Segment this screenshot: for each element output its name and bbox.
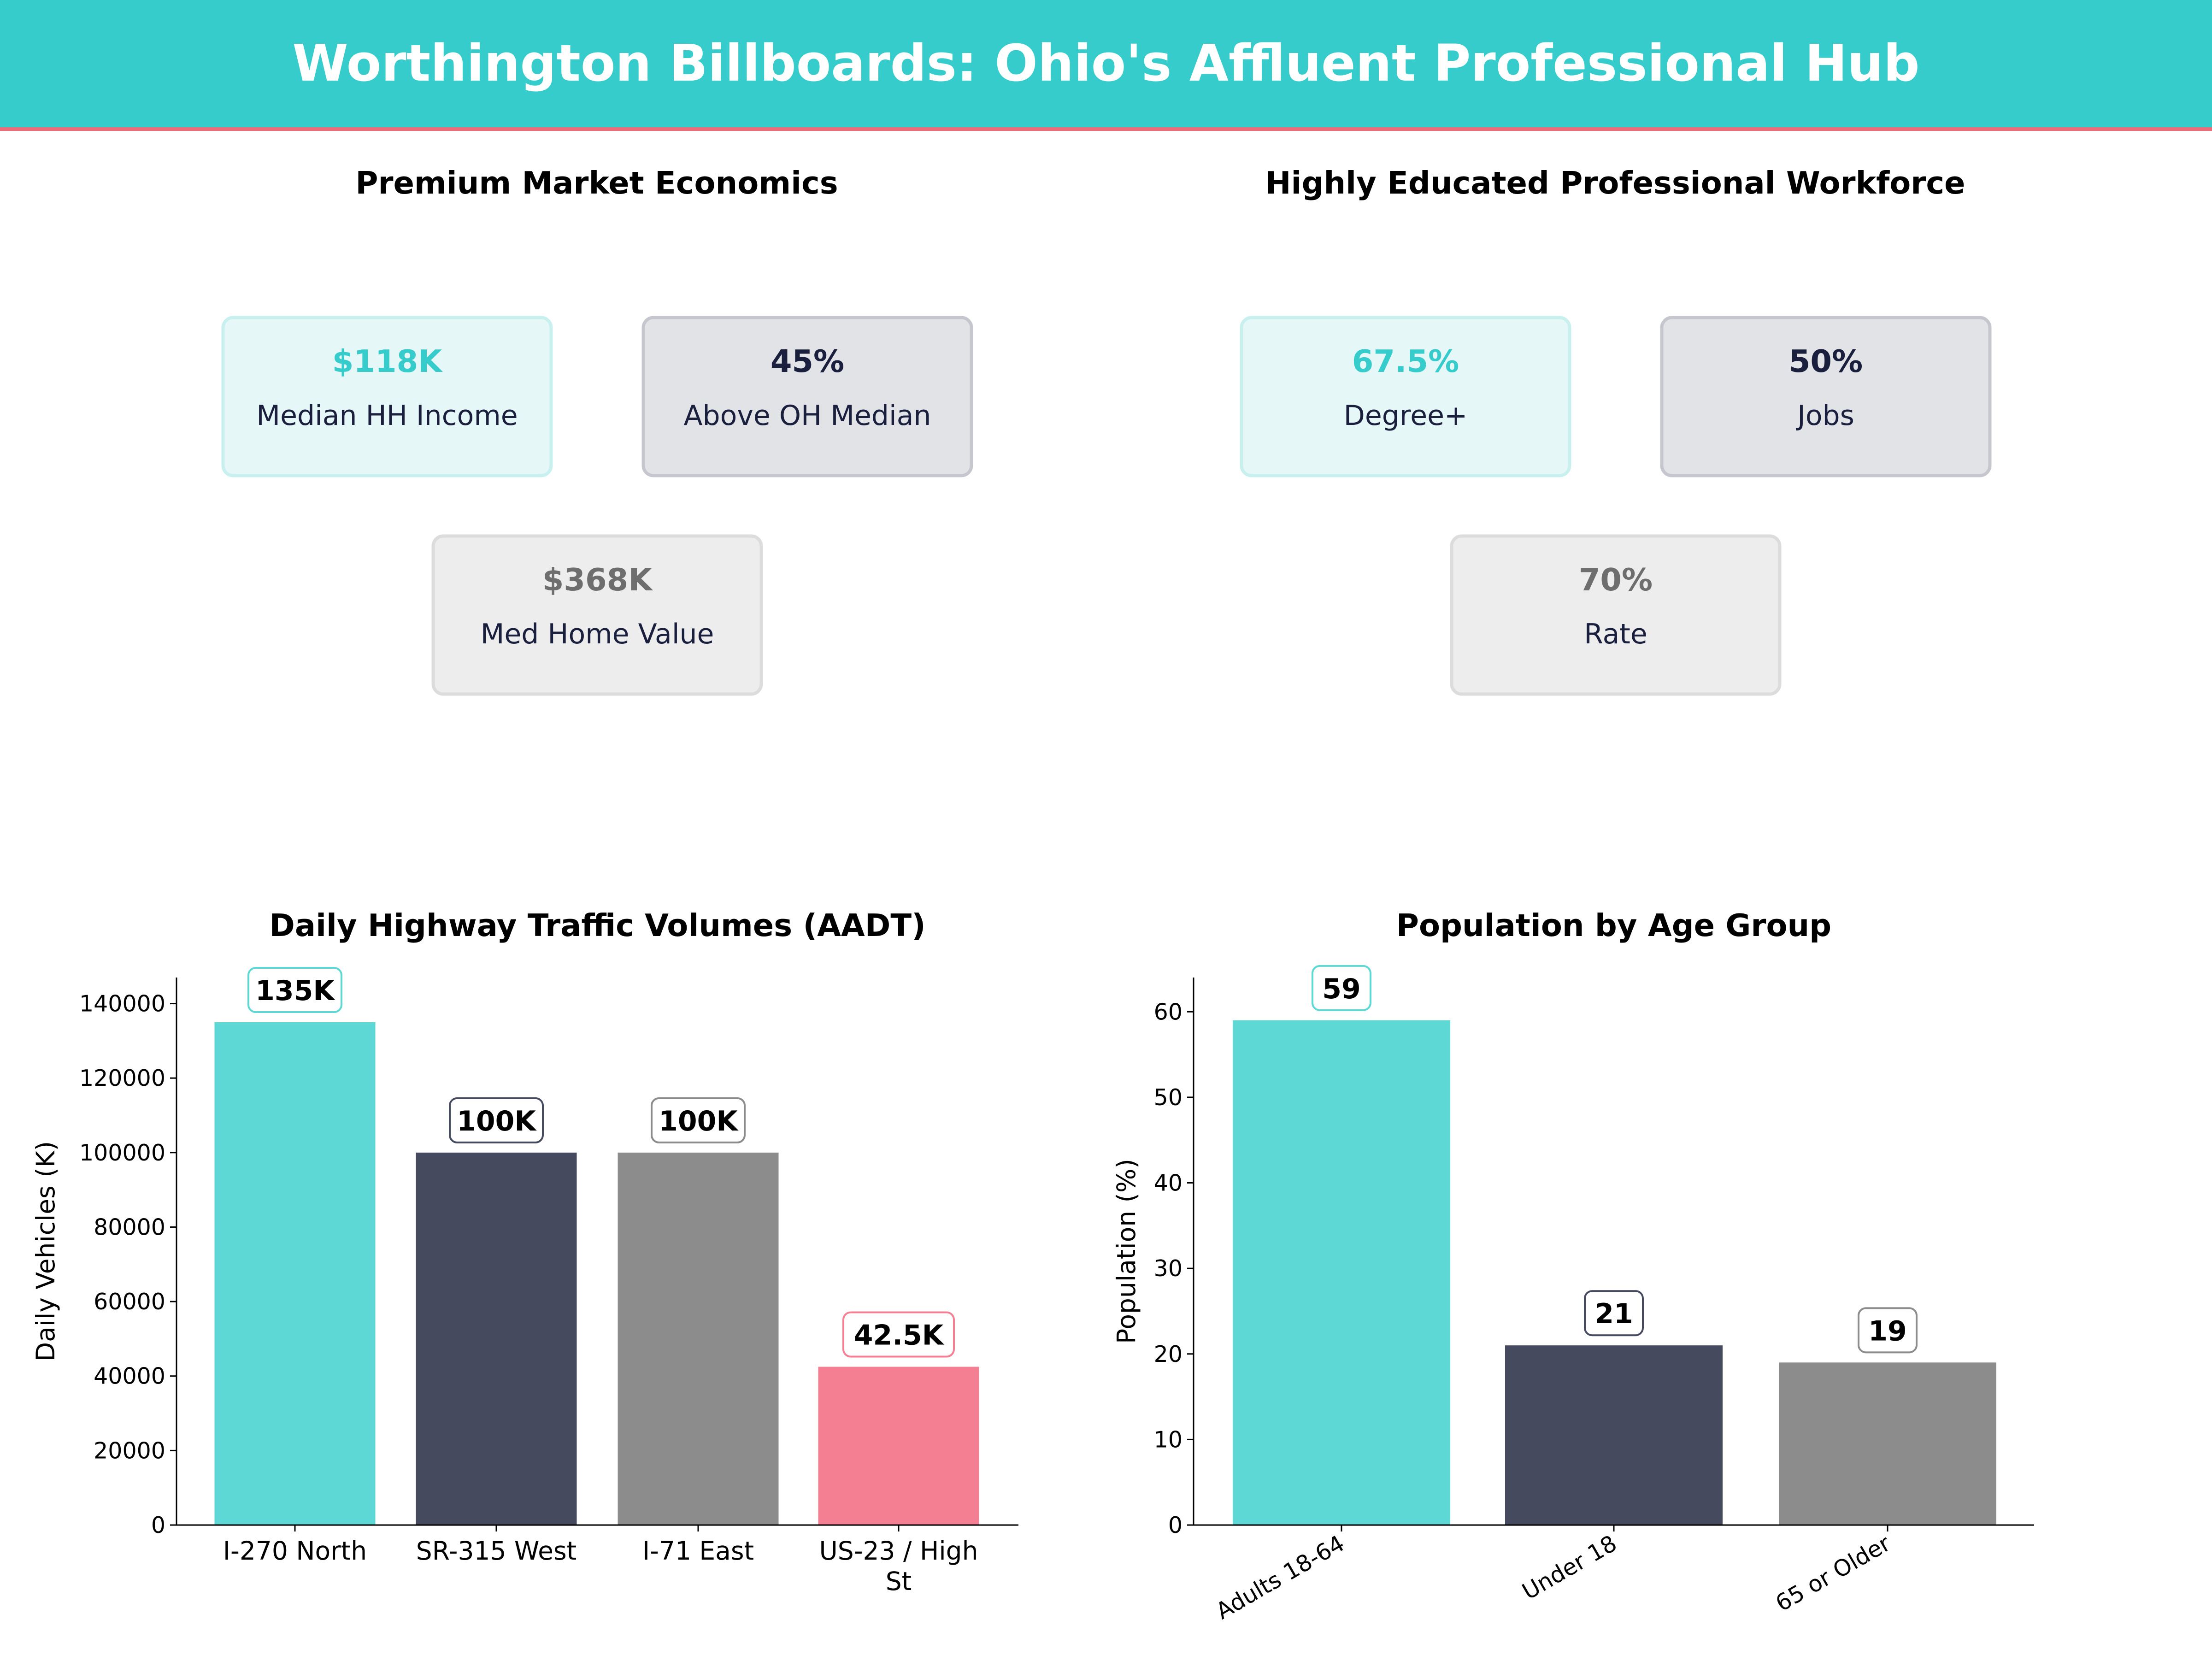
x-tick-label: SR-315 West bbox=[416, 1536, 577, 1566]
kpi-card: 50% Jobs bbox=[1660, 316, 1992, 477]
age-chart: Population by Age Group 59 Adults 18-64 21 U… bbox=[1112, 907, 2034, 1625]
data-label: 21 bbox=[1594, 1298, 1633, 1330]
x-tick-label: I-270 North bbox=[223, 1536, 367, 1566]
header-bar bbox=[0, 0, 2212, 128]
bar bbox=[1505, 1345, 1723, 1525]
y-axis-label: Daily Vehicles (K) bbox=[31, 1141, 60, 1361]
kpi-card: $118K Median HH Income bbox=[221, 316, 553, 477]
y-tick-label: 60 bbox=[1154, 999, 1182, 1025]
data-label-box bbox=[1584, 1290, 1644, 1337]
y-tick-label: 10 bbox=[1154, 1426, 1182, 1453]
data-label: 135K bbox=[255, 975, 335, 1007]
y-tick-label: 0 bbox=[151, 1512, 165, 1538]
y-tick-label: 120000 bbox=[79, 1065, 165, 1091]
kpi-card-bg bbox=[1240, 316, 1571, 477]
kpi-value: 45% bbox=[771, 343, 844, 379]
kpi-cards: $118K Median HH Income 45% Above OH Median $… bbox=[221, 316, 1992, 696]
data-label: 100K bbox=[457, 1105, 537, 1137]
kpi-card: $368K Med Home Value bbox=[431, 534, 763, 696]
bar bbox=[214, 1022, 376, 1525]
kpi-card: 70% Rate bbox=[1450, 534, 1782, 696]
data-label-box bbox=[1312, 965, 1371, 1011]
y-tick-label: 100000 bbox=[79, 1140, 165, 1166]
x-tick-label: I-71 East bbox=[642, 1536, 754, 1566]
x-tick-label: 65 or Older bbox=[1771, 1530, 1895, 1617]
kpi-card-bg bbox=[221, 316, 553, 477]
kpi-value: 70% bbox=[1579, 562, 1653, 598]
kpi-card-bg bbox=[1450, 534, 1782, 696]
kpi-label: Rate bbox=[1584, 618, 1647, 650]
y-tick-label: 80000 bbox=[94, 1214, 165, 1240]
y-tick-label: 60000 bbox=[94, 1289, 165, 1315]
header-accent-line bbox=[0, 127, 2212, 131]
x-tick-label: US-23 / High St bbox=[819, 1536, 978, 1596]
y-tick-label: 30 bbox=[1154, 1255, 1182, 1282]
data-label: 42.5K bbox=[854, 1319, 945, 1352]
page-title: Worthington Billboards: Ohio's Affluent … bbox=[292, 34, 1919, 93]
data-label: 100K bbox=[659, 1105, 739, 1137]
bar bbox=[1233, 1020, 1450, 1525]
economics-title: Premium Market Economics bbox=[355, 165, 838, 201]
chart-title: Population by Age Group bbox=[1396, 907, 1831, 943]
data-label-box bbox=[651, 1097, 746, 1143]
traffic-chart: Daily Highway Traffic Volumes (AADT) 135K… bbox=[31, 907, 1018, 1596]
data-label-box bbox=[1858, 1307, 1918, 1354]
data-label: 59 bbox=[1322, 973, 1361, 1005]
bar bbox=[416, 1152, 577, 1525]
bar bbox=[618, 1152, 779, 1525]
y-tick-label: 50 bbox=[1154, 1084, 1182, 1111]
kpi-value: 67.5% bbox=[1352, 343, 1459, 379]
bar bbox=[818, 1366, 979, 1525]
kpi-card-bg bbox=[1660, 316, 1992, 477]
workforce-title: Highly Educated Professional Workforce bbox=[1265, 165, 1965, 201]
y-axis-label: Population (%) bbox=[1112, 1159, 1141, 1344]
kpi-label: Degree+ bbox=[1344, 400, 1468, 432]
bar bbox=[1779, 1362, 1996, 1525]
data-label: 19 bbox=[1868, 1315, 1907, 1347]
y-tick-label: 20000 bbox=[94, 1437, 165, 1464]
kpi-card-bg bbox=[431, 534, 763, 696]
data-label-box bbox=[247, 966, 342, 1013]
chart-title: Daily Highway Traffic Volumes (AADT) bbox=[269, 907, 925, 943]
kpi-label: Above OH Median bbox=[684, 400, 931, 432]
y-tick-label: 0 bbox=[1168, 1512, 1182, 1538]
y-tick-label: 20 bbox=[1154, 1341, 1182, 1367]
kpi-value: 50% bbox=[1789, 343, 1863, 379]
kpi-label: Med Home Value bbox=[481, 618, 714, 650]
kpi-value: $118K bbox=[332, 343, 443, 379]
data-label-box bbox=[842, 1311, 955, 1358]
kpi-value: $368K bbox=[542, 562, 653, 598]
kpi-label: Median HH Income bbox=[256, 400, 518, 432]
kpi-card: 67.5% Degree+ bbox=[1240, 316, 1571, 477]
kpi-card: 45% Above OH Median bbox=[641, 316, 973, 477]
y-tick-label: 40000 bbox=[94, 1363, 165, 1390]
kpi-card-bg bbox=[641, 316, 973, 477]
x-tick-label: Adults 18-64 bbox=[1212, 1530, 1349, 1625]
y-tick-label: 40 bbox=[1154, 1170, 1182, 1196]
kpi-label: Jobs bbox=[1795, 400, 1854, 432]
x-tick-label: Under 18 bbox=[1518, 1530, 1621, 1605]
y-tick-label: 140000 bbox=[79, 991, 165, 1017]
data-label-box bbox=[449, 1097, 544, 1143]
